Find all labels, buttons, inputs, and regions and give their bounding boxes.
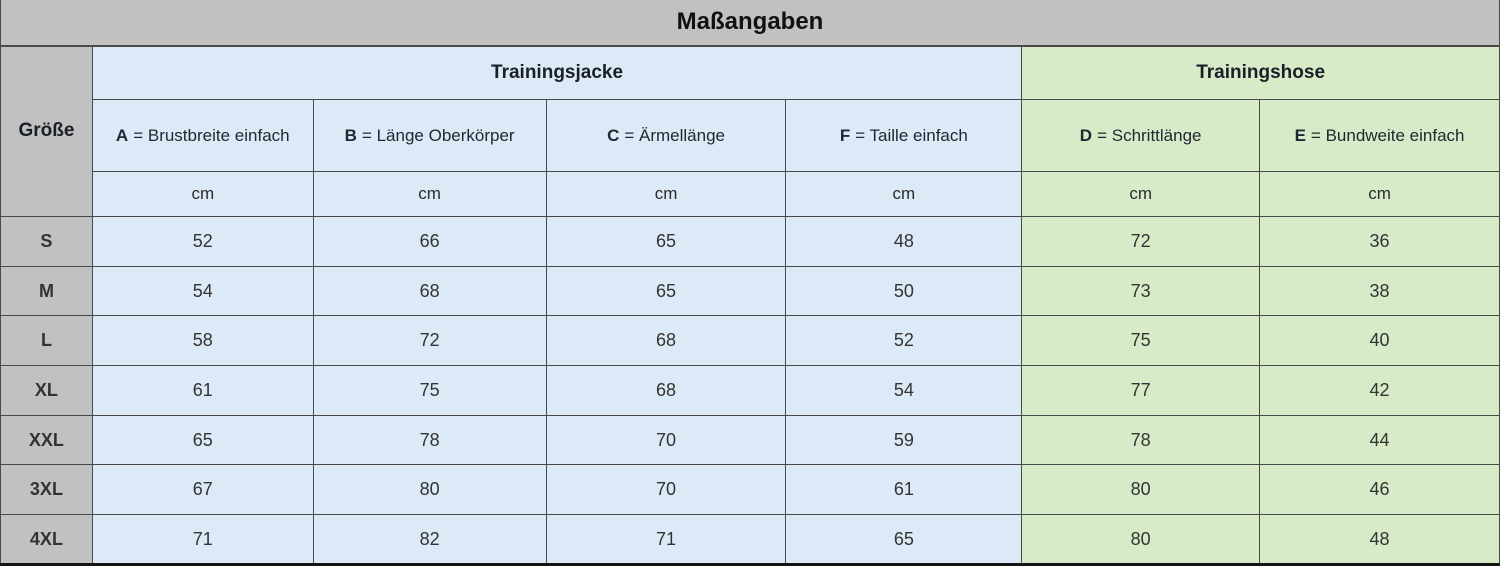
size-label: 3XL (0, 464, 93, 516)
table-row-m: M 54 68 65 50 73 38 (0, 265, 1500, 317)
value-cell: 78 (1021, 414, 1261, 466)
table-row-3xl: 3XL 67 80 70 61 80 46 (0, 464, 1500, 516)
value-cell: 48 (1259, 514, 1500, 565)
value-cell: 58 (91, 315, 314, 367)
value-cell: 68 (545, 315, 787, 367)
column-header-row: A = Brustbreite einfach B = Länge Oberkörp… (1, 98, 1500, 173)
column-label: = Bundweite einfach (1310, 125, 1465, 145)
value-cell: 52 (785, 315, 1023, 367)
value-cell: 59 (785, 414, 1023, 466)
column-letter: A (115, 125, 129, 145)
table-row-4xl: 4XL 71 82 71 65 80 48 (0, 514, 1500, 565)
column-header-a: A = Brustbreite einfach (91, 98, 314, 173)
unit-cell: cm (91, 171, 314, 217)
table-row-s: S 52 66 65 48 72 36 (0, 215, 1500, 267)
value-cell: 77 (1021, 365, 1261, 416)
value-cell: 40 (1259, 315, 1500, 367)
value-cell: 75 (312, 365, 547, 416)
value-cell: 44 (1259, 414, 1500, 466)
title-row: Maßangaben (0, 0, 1500, 47)
column-letter: E (1294, 125, 1306, 145)
value-cell: 70 (545, 464, 787, 516)
size-label: 4XL (0, 514, 93, 565)
value-cell: 48 (785, 215, 1023, 267)
size-label: XXL (0, 414, 93, 466)
group-header-trainingsjacke: Trainingsjacke (91, 45, 1023, 100)
table-row-xl: XL 61 75 68 54 77 42 (0, 365, 1500, 416)
column-letter: D (1079, 125, 1093, 145)
table-row-xxl: XXL 65 78 70 59 78 44 (0, 414, 1500, 466)
value-cell: 38 (1259, 265, 1500, 317)
unit-cell: cm (1021, 171, 1261, 217)
column-letter: B (344, 125, 357, 145)
value-cell: 75 (1021, 315, 1261, 367)
column-label: = Schrittlänge (1097, 125, 1202, 145)
column-letter: F (839, 125, 851, 145)
value-cell: 50 (785, 265, 1023, 317)
value-cell: 80 (1021, 464, 1261, 516)
value-cell: 54 (785, 365, 1023, 416)
value-cell: 52 (91, 215, 314, 267)
unit-cell: cm (312, 171, 547, 217)
value-cell: 72 (1021, 215, 1261, 267)
value-cell: 46 (1259, 464, 1500, 516)
value-cell: 72 (312, 315, 547, 367)
column-label: = Brustbreite einfach (133, 125, 290, 145)
group-header-trainingshose: Trainingshose (1021, 45, 1500, 100)
column-label: = Ärmellänge (624, 125, 725, 145)
value-cell: 42 (1259, 365, 1500, 416)
group-header-row: Größe Trainingsjacke Trainingshose (0, 45, 1500, 217)
column-header-e: E = Bundweite einfach (1259, 98, 1500, 173)
size-label: S (0, 215, 93, 267)
value-cell: 71 (91, 514, 314, 565)
column-label: = Taille einfach (855, 125, 968, 145)
value-cell: 67 (91, 464, 314, 516)
column-header-b: B = Länge Oberkörper (312, 98, 547, 173)
size-label: L (0, 315, 93, 367)
value-cell: 61 (91, 365, 314, 416)
column-header-c: C = Ärmellänge (545, 98, 787, 173)
value-cell: 66 (312, 215, 547, 267)
value-cell: 65 (545, 265, 787, 317)
size-column-header: Größe (0, 45, 93, 217)
value-cell: 68 (312, 265, 547, 317)
value-cell: 65 (91, 414, 314, 466)
unit-cell: cm (545, 171, 787, 217)
value-cell: 65 (545, 215, 787, 267)
column-header-f: F = Taille einfach (785, 98, 1023, 173)
value-cell: 68 (545, 365, 787, 416)
value-cell: 82 (312, 514, 547, 565)
unit-cell: cm (785, 171, 1023, 217)
value-cell: 54 (91, 265, 314, 317)
size-label: XL (0, 365, 93, 416)
column-label: = Länge Oberkörper (361, 125, 515, 145)
value-cell: 70 (545, 414, 787, 466)
page-title: Maßangaben (0, 0, 1500, 47)
value-cell: 80 (312, 464, 547, 516)
unit-cell: cm (1259, 171, 1500, 217)
value-cell: 71 (545, 514, 787, 565)
column-header-d: D = Schrittlänge (1021, 98, 1261, 173)
value-cell: 61 (785, 464, 1023, 516)
value-cell: 36 (1259, 215, 1500, 267)
value-cell: 65 (785, 514, 1023, 565)
size-label: M (0, 265, 93, 317)
value-cell: 73 (1021, 265, 1261, 317)
value-cell: 80 (1021, 514, 1261, 565)
column-letter: C (607, 125, 620, 145)
value-cell: 78 (312, 414, 547, 466)
table-row-l: L 58 72 68 52 75 40 (0, 315, 1500, 367)
unit-row: cm cm cm cm cm cm (1, 171, 1500, 217)
